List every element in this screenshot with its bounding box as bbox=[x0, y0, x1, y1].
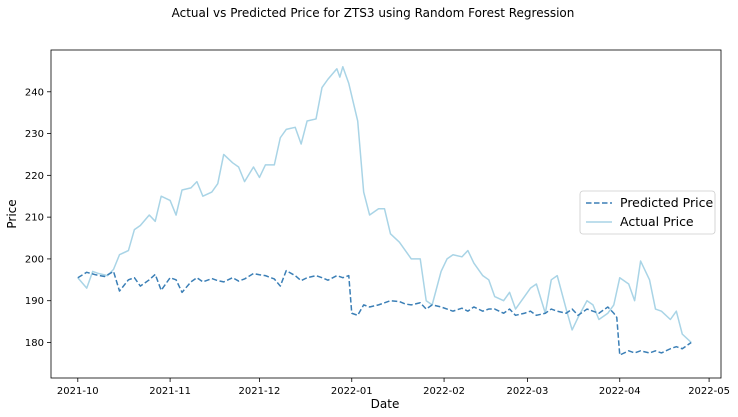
chart-title: Actual vs Predicted Price for ZTS3 using… bbox=[172, 6, 575, 20]
x-tick-label: 2022-04 bbox=[599, 386, 641, 397]
legend: Predicted Price Actual Price bbox=[579, 190, 716, 235]
y-tick-label: 210 bbox=[25, 213, 44, 224]
x-tick-label: 2021-10 bbox=[57, 386, 99, 397]
legend-label-predicted: Predicted Price bbox=[620, 195, 713, 210]
predicted-price-line bbox=[77, 269, 692, 356]
x-tick-label: 2022-03 bbox=[507, 386, 549, 397]
series-layer bbox=[77, 65, 692, 356]
y-tick-label: 220 bbox=[25, 171, 44, 182]
y-tick-label: 190 bbox=[25, 296, 44, 307]
x-axis-ticks: 2021-10 2021-11 2021-12 2022-01 2022-02 2022-… bbox=[57, 378, 730, 397]
x-tick-label: 2022-01 bbox=[331, 386, 373, 397]
y-axis-label: Price bbox=[5, 199, 19, 228]
legend-box bbox=[579, 190, 716, 235]
y-axis-ticks: 180 190 200 210 220 230 240 bbox=[25, 87, 51, 349]
x-tick-label: 2022-05 bbox=[688, 386, 730, 397]
x-tick-label: 2021-12 bbox=[239, 386, 281, 397]
y-tick-label: 230 bbox=[25, 129, 44, 140]
y-tick-label: 200 bbox=[25, 254, 44, 265]
y-tick-label: 180 bbox=[25, 338, 44, 349]
x-tick-label: 2021-11 bbox=[149, 386, 191, 397]
x-tick-label: 2022-02 bbox=[423, 386, 465, 397]
y-tick-label: 240 bbox=[25, 87, 44, 98]
x-axis-label: Date bbox=[371, 397, 400, 411]
actual-price-line bbox=[77, 65, 692, 344]
legend-label-actual: Actual Price bbox=[620, 214, 694, 229]
